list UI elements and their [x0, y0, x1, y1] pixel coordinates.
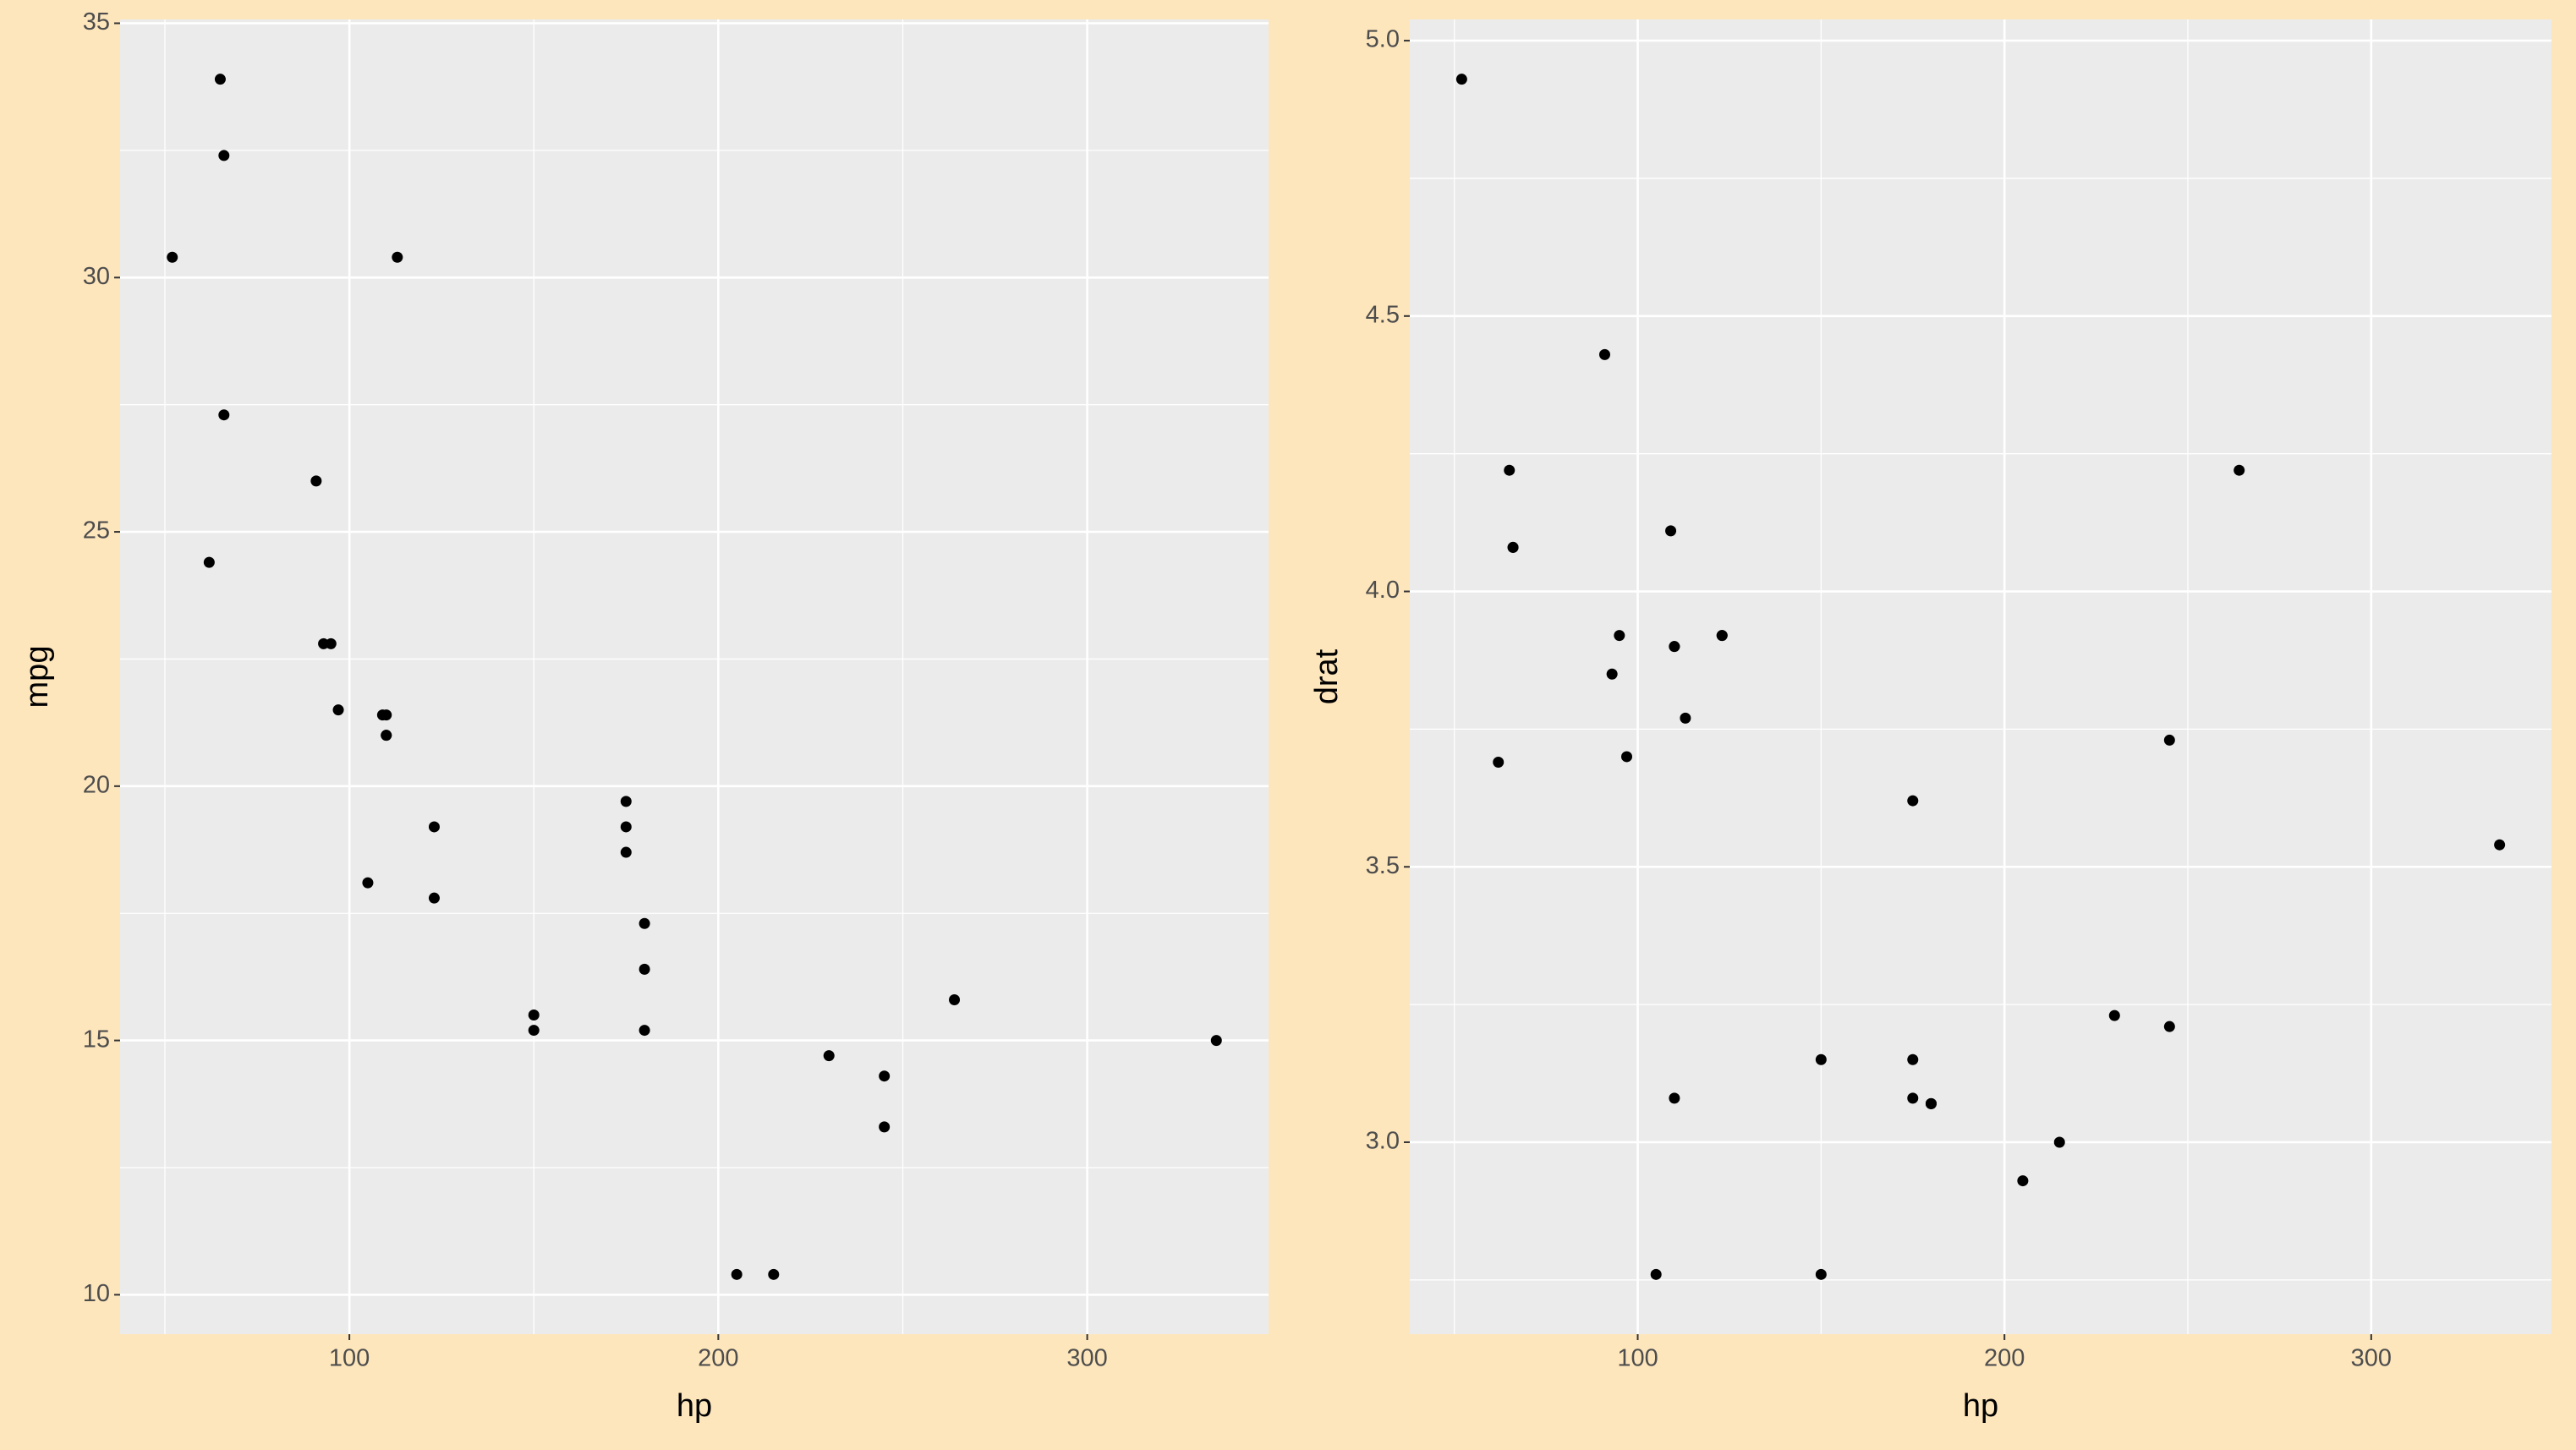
- point: [381, 730, 392, 741]
- point: [879, 1121, 891, 1133]
- point: [1455, 74, 1467, 85]
- point: [620, 846, 632, 858]
- point: [332, 704, 344, 716]
- x-tick-label: 300: [2351, 1345, 2392, 1372]
- point: [1504, 464, 1515, 476]
- point: [2494, 839, 2506, 851]
- point: [1507, 541, 1519, 553]
- y-tick-label: 30: [83, 263, 110, 290]
- point: [167, 251, 178, 263]
- point: [1650, 1268, 1662, 1280]
- point: [218, 150, 230, 161]
- chart-panel: 100 200 300 3.0 3.5 4.0 4.5 5.0 hp drat: [1309, 19, 2551, 1424]
- x-tick-label: 100: [329, 1345, 370, 1372]
- point: [1669, 641, 1680, 653]
- point: [949, 993, 961, 1005]
- y-tick-label: 4.5: [1366, 301, 1400, 328]
- y-tick-label: 20: [83, 771, 110, 798]
- plot-background: [1410, 19, 2551, 1334]
- point: [1907, 795, 1919, 807]
- point: [528, 1025, 540, 1037]
- chart-panel: 100 200 300 10 15 20 25 30 35 hp mpg: [19, 8, 1269, 1424]
- point: [823, 1050, 835, 1062]
- point: [2163, 734, 2175, 746]
- point: [2053, 1136, 2065, 1148]
- point: [362, 877, 374, 889]
- point: [1614, 630, 1625, 642]
- plot-background: [120, 19, 1269, 1334]
- point: [325, 637, 337, 649]
- point: [376, 709, 388, 721]
- x-tick-label: 300: [1066, 1345, 1107, 1372]
- point: [1665, 525, 1677, 537]
- point: [1680, 712, 1691, 724]
- point: [528, 1010, 540, 1021]
- y-tick-label: 3.0: [1366, 1128, 1400, 1155]
- point: [620, 796, 632, 807]
- y-tick-label: 25: [83, 517, 110, 544]
- point: [1925, 1097, 1937, 1109]
- point: [214, 74, 226, 85]
- point: [1621, 751, 1633, 763]
- point: [2233, 464, 2245, 476]
- x-axis-title: hp: [677, 1388, 712, 1424]
- point: [428, 892, 440, 904]
- point: [1606, 668, 1618, 680]
- y-tick-label: 10: [83, 1280, 110, 1307]
- point: [1907, 1092, 1919, 1104]
- y-axis-title: mpg: [19, 646, 55, 709]
- point: [1716, 630, 1728, 642]
- y-tick-label: 4.0: [1366, 577, 1400, 604]
- point: [731, 1268, 743, 1280]
- point: [639, 963, 650, 975]
- point: [639, 917, 650, 929]
- point: [879, 1070, 891, 1082]
- point: [1815, 1053, 1827, 1065]
- point: [2017, 1175, 2029, 1187]
- point: [1907, 1053, 1919, 1065]
- point: [428, 821, 440, 833]
- point: [620, 821, 632, 833]
- x-tick-label: 100: [1617, 1345, 1658, 1372]
- point: [1493, 756, 1504, 768]
- point: [2163, 1020, 2175, 1032]
- y-tick-label: 15: [83, 1026, 110, 1053]
- y-axis-title: drat: [1309, 648, 1345, 704]
- point: [1210, 1035, 1222, 1047]
- point: [203, 556, 215, 568]
- y-tick-label: 35: [83, 8, 110, 36]
- x-tick-label: 200: [698, 1345, 738, 1372]
- y-tick-label: 5.0: [1366, 26, 1400, 53]
- point: [1669, 1092, 1680, 1104]
- point: [639, 1025, 650, 1037]
- x-axis-title: hp: [1963, 1388, 1998, 1424]
- point: [310, 475, 322, 487]
- y-tick-label: 3.5: [1366, 852, 1400, 879]
- point: [1598, 348, 1610, 360]
- point: [392, 251, 403, 263]
- point: [768, 1268, 780, 1280]
- x-tick-label: 200: [1984, 1345, 2025, 1372]
- point: [1815, 1268, 1827, 1280]
- point: [2108, 1010, 2120, 1021]
- point: [218, 409, 230, 421]
